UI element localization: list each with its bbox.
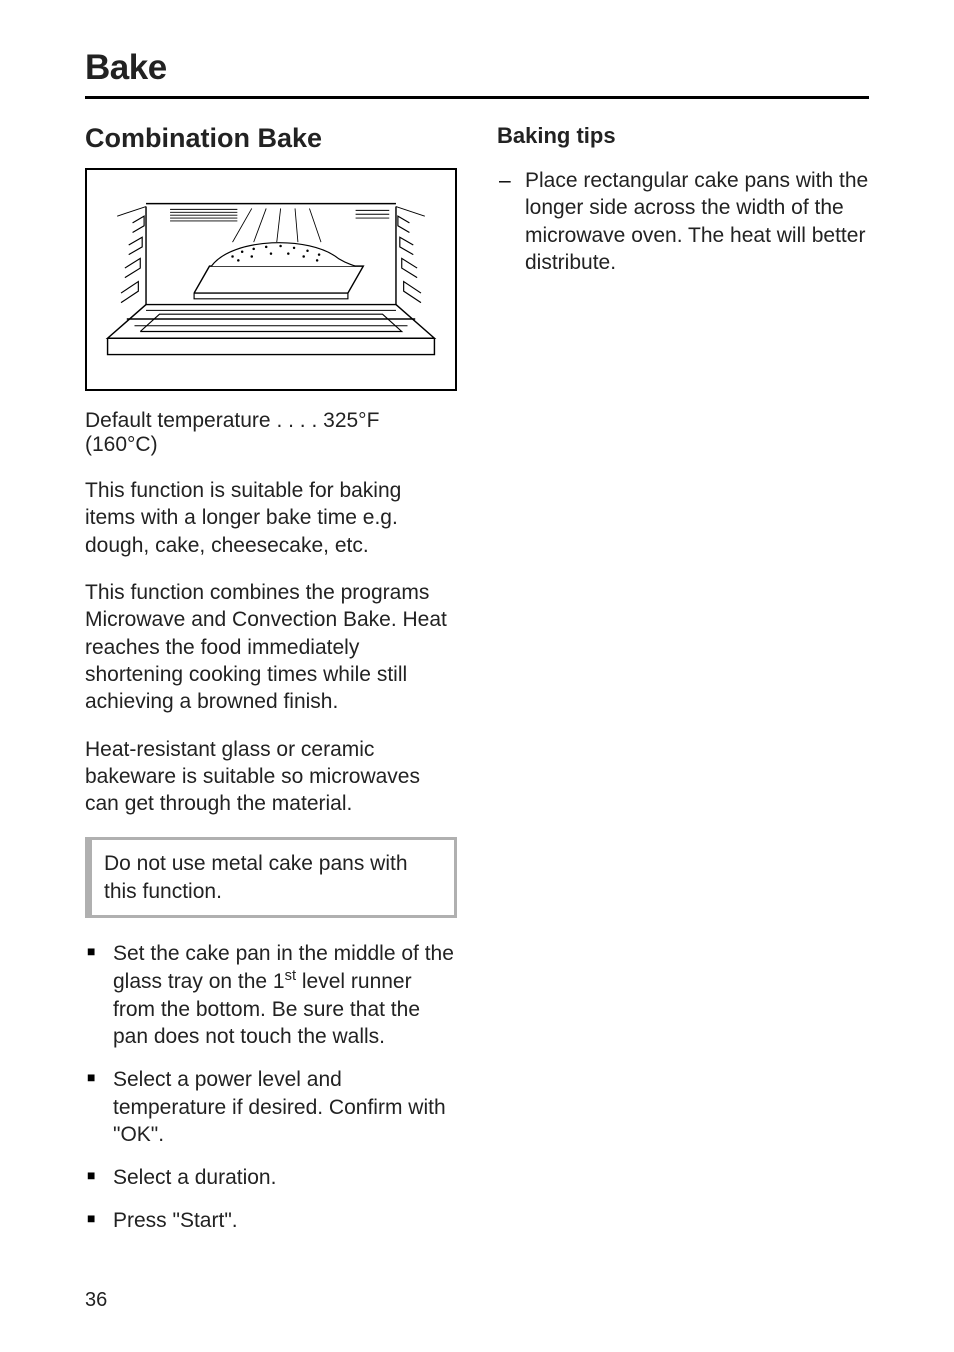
section-heading: Combination Bake [85, 123, 457, 154]
step-select-duration: Select a duration. [85, 1164, 457, 1191]
paragraph-combines: This function combines the programs Micr… [85, 579, 457, 715]
default-dots: . . . . [276, 409, 317, 432]
step-press-start: Press "Start". [85, 1207, 457, 1234]
baking-tips-heading: Baking tips [497, 123, 869, 149]
title-rule [85, 96, 869, 99]
default-temperature-line: Default temperature . . . . 325°F (160°C… [85, 409, 457, 457]
right-column: Baking tips Place rectangular cake pans … [497, 123, 869, 1251]
step-set-pan: Set the cake pan in the middle of the gl… [85, 940, 457, 1050]
left-column: Combination Bake [85, 123, 457, 1251]
paragraph-suitable: This function is suitable for baking ite… [85, 477, 457, 559]
tips-list: Place rectangular cake pans with the lon… [497, 167, 869, 276]
tip-rectangular-pans: Place rectangular cake pans with the lon… [497, 167, 869, 276]
page-number: 36 [85, 1289, 107, 1312]
paragraph-bakeware: Heat-resistant glass or ceramic bakeware… [85, 736, 457, 818]
warning-box: Do not use metal cake pans with this fun… [85, 837, 457, 918]
steps-list: Set the cake pan in the middle of the gl… [85, 940, 457, 1235]
oven-figure [85, 168, 457, 391]
step-select-power: Select a power level and temperature if … [85, 1066, 457, 1148]
step-sup: st [285, 968, 296, 984]
page-title: Bake [85, 48, 869, 88]
default-label: Default temperature [85, 409, 271, 432]
